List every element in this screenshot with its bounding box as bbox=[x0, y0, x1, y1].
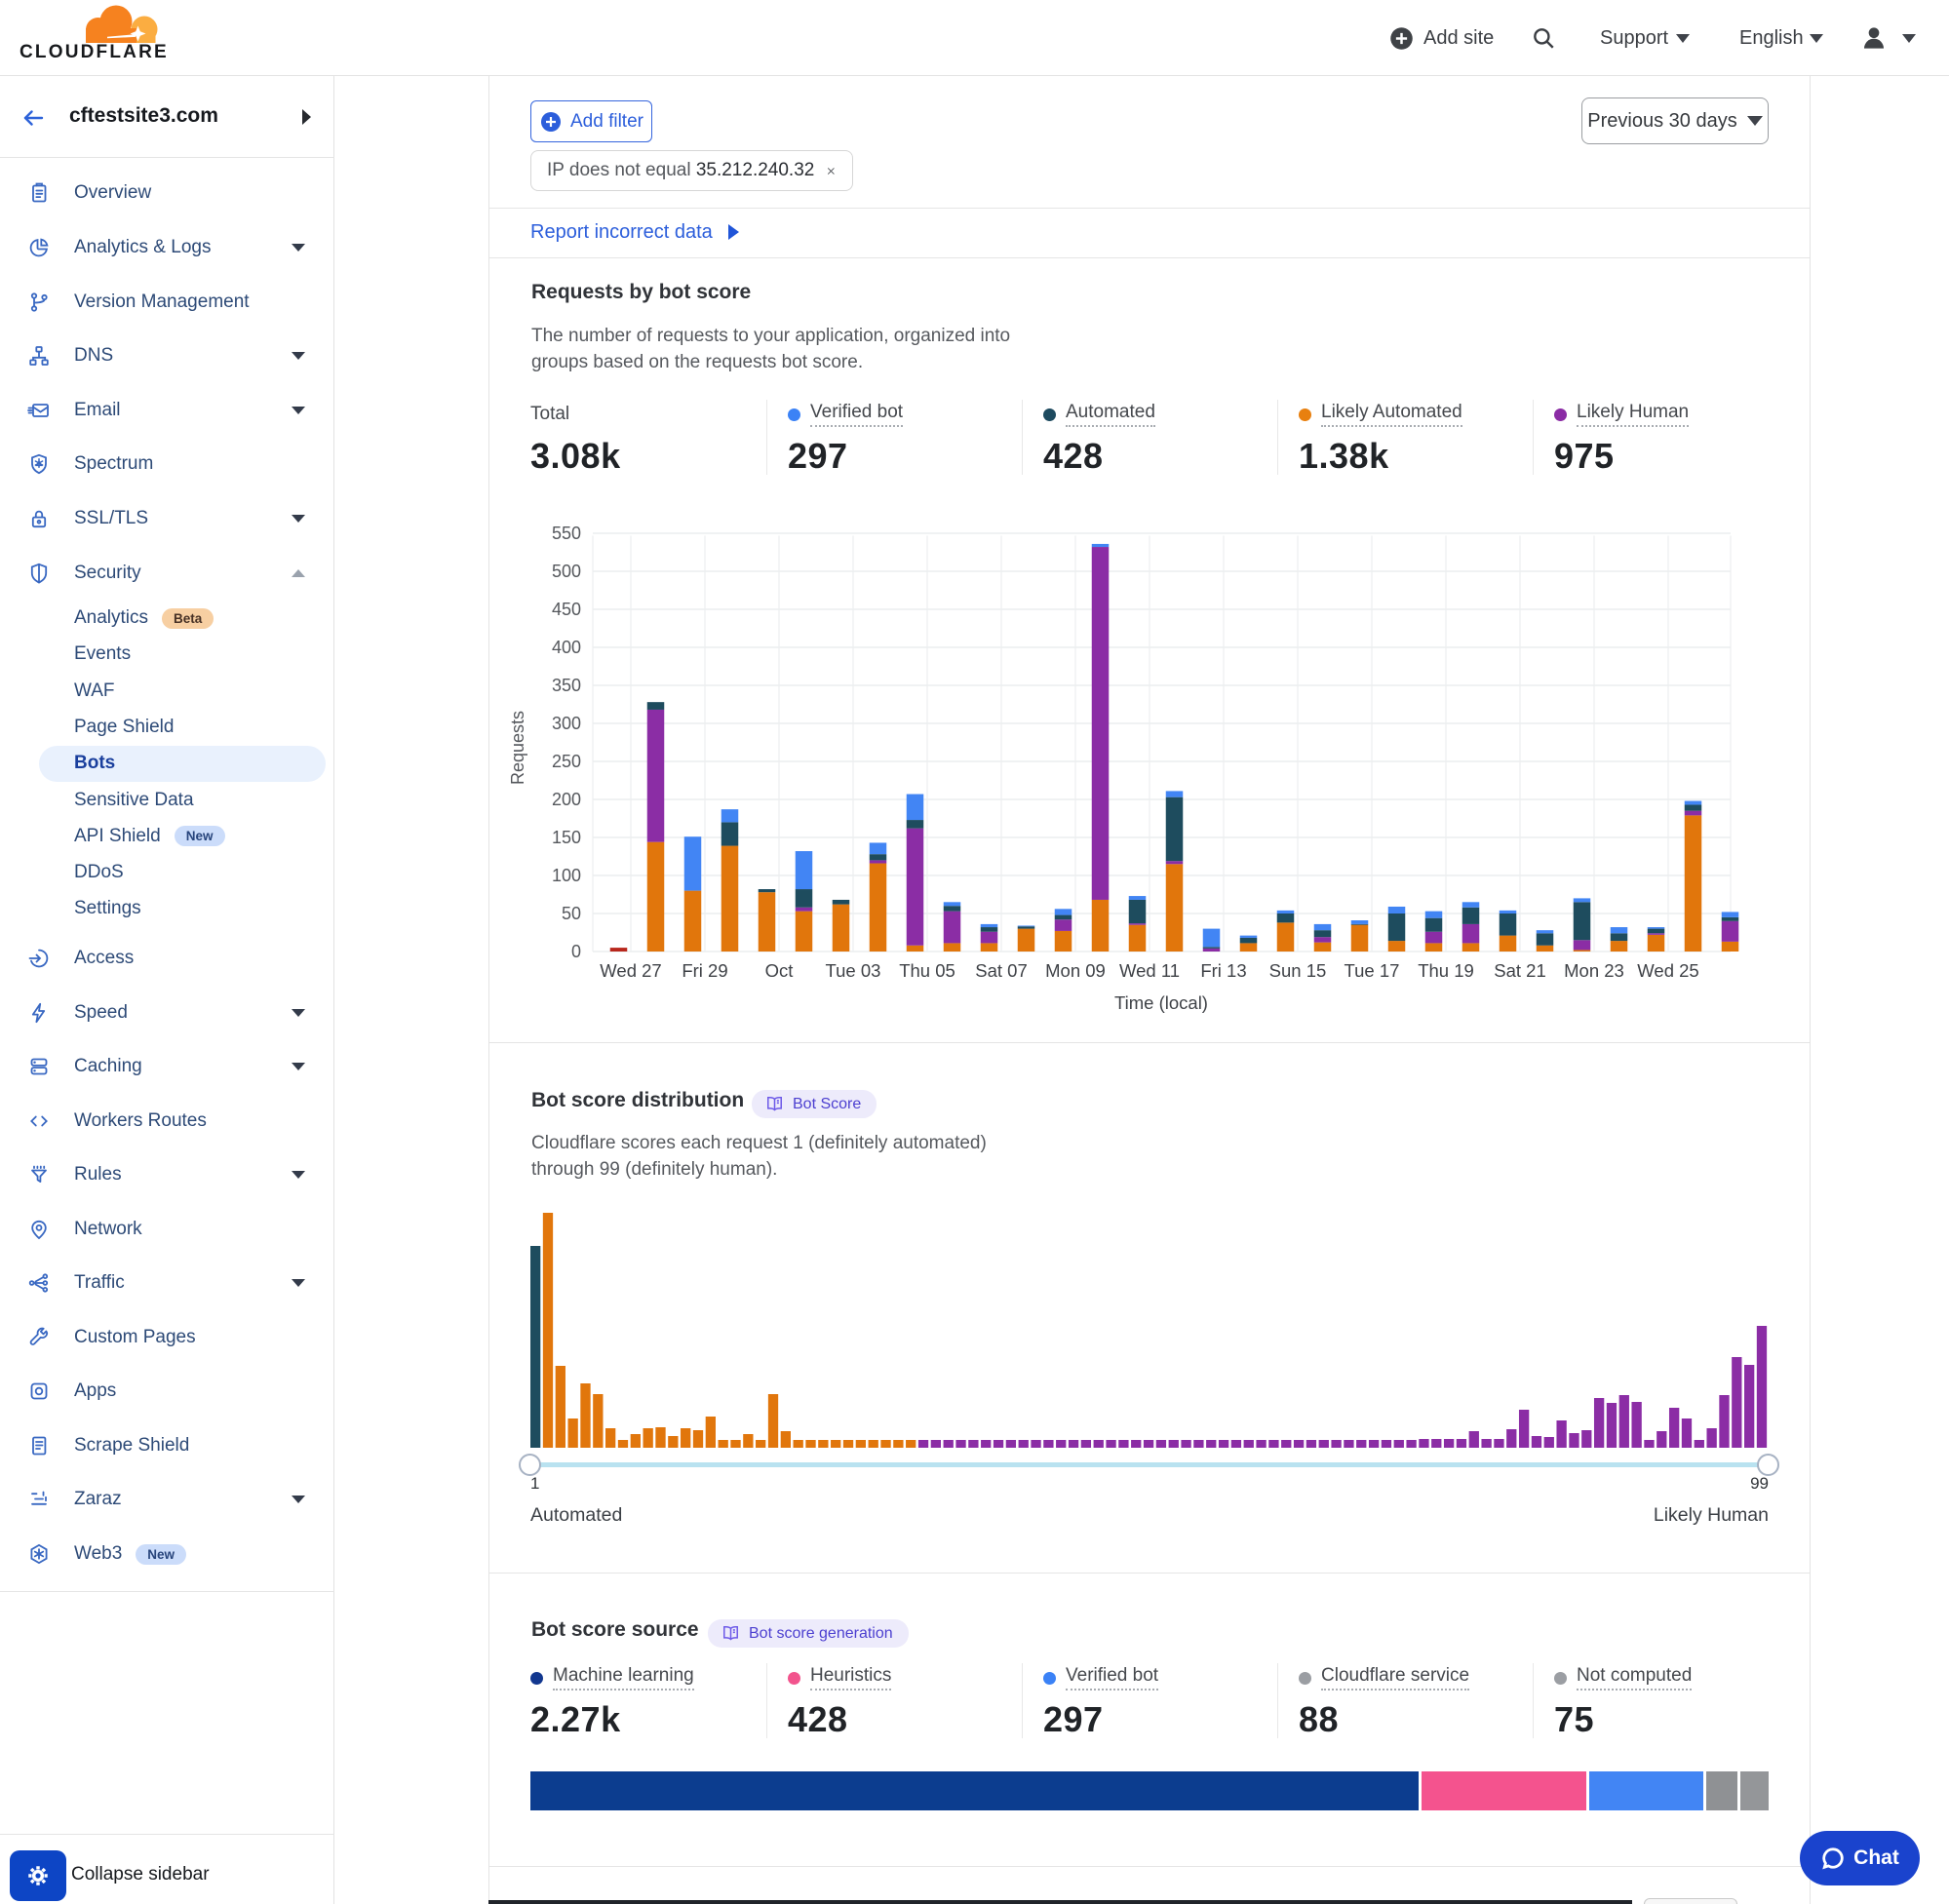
svg-text:Tue 17: Tue 17 bbox=[1345, 960, 1400, 981]
svg-text:Mon 09: Mon 09 bbox=[1045, 960, 1106, 981]
svg-text:300: 300 bbox=[552, 714, 581, 733]
svg-text:250: 250 bbox=[552, 752, 581, 771]
svg-text:Sat 07: Sat 07 bbox=[975, 960, 1028, 981]
svg-text:350: 350 bbox=[552, 676, 581, 695]
svg-text:Fri 29: Fri 29 bbox=[682, 960, 727, 981]
svg-text:200: 200 bbox=[552, 790, 581, 809]
svg-text:450: 450 bbox=[552, 600, 581, 619]
svg-text:Wed 25: Wed 25 bbox=[1637, 960, 1698, 981]
svg-text:550: 550 bbox=[552, 524, 581, 543]
svg-text:Fri 13: Fri 13 bbox=[1200, 960, 1246, 981]
svg-text:500: 500 bbox=[552, 562, 581, 581]
svg-text:Requests: Requests bbox=[508, 711, 527, 785]
svg-text:Mon 23: Mon 23 bbox=[1564, 960, 1624, 981]
svg-text:Thu 05: Thu 05 bbox=[899, 960, 955, 981]
svg-text:100: 100 bbox=[552, 866, 581, 885]
svg-text:Wed 27: Wed 27 bbox=[600, 960, 661, 981]
svg-text:0: 0 bbox=[571, 942, 581, 961]
svg-text:Sat 21: Sat 21 bbox=[1494, 960, 1546, 981]
svg-text:Sun 15: Sun 15 bbox=[1269, 960, 1327, 981]
svg-text:Thu 19: Thu 19 bbox=[1418, 960, 1474, 981]
svg-text:CLOUDFLARE: CLOUDFLARE bbox=[19, 42, 169, 61]
svg-text:Wed 11: Wed 11 bbox=[1119, 960, 1180, 981]
svg-text:150: 150 bbox=[552, 828, 581, 847]
svg-text:Time (local): Time (local) bbox=[1114, 992, 1208, 1013]
svg-text:Tue 03: Tue 03 bbox=[826, 960, 881, 981]
svg-text:Oct: Oct bbox=[765, 960, 794, 981]
svg-text:50: 50 bbox=[562, 904, 581, 923]
svg-text:400: 400 bbox=[552, 638, 581, 657]
